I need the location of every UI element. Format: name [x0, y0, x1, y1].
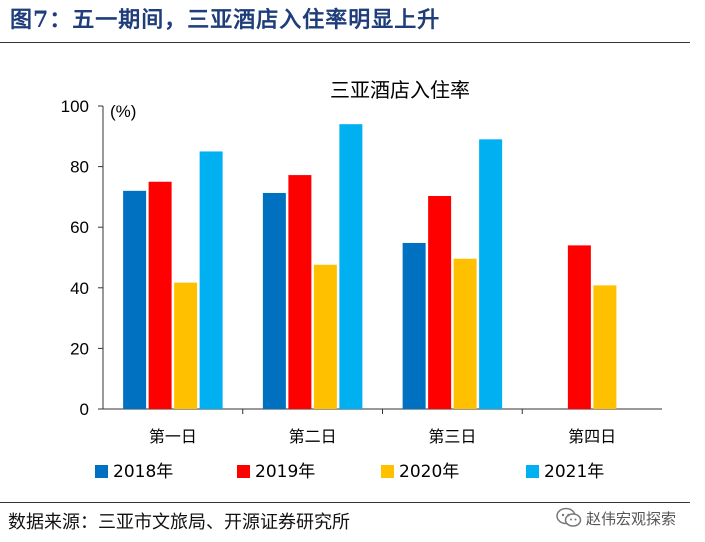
- source-divider: [0, 502, 690, 503]
- bar-chart: 三亚酒店入住率 (%) 0 20 40 60 80 100 第一日 第二日 第三日 第四日 20…: [61, 78, 662, 482]
- bar-2020年-第二日: [313, 264, 337, 409]
- y-tick-label: 100: [61, 97, 89, 116]
- bar-2018年-第二日: [262, 192, 286, 409]
- legend-label: 2021年: [544, 462, 604, 482]
- bar-2020年-第一日: [174, 282, 198, 409]
- y-tick-label: 60: [70, 218, 89, 237]
- legend-label: 2020年: [399, 462, 459, 482]
- y-tick-label: 40: [70, 279, 89, 298]
- watermark-text: 赵伟宏观探索: [586, 509, 677, 528]
- bar-2021年-第二日: [339, 124, 363, 410]
- bar-2021年-第一日: [199, 151, 223, 409]
- title-divider: [0, 42, 690, 43]
- bar-2020年-第三日: [453, 258, 477, 409]
- y-axis-unit: (%): [110, 102, 136, 121]
- y-tick-label: 0: [80, 400, 89, 419]
- watermark: 赵伟宏观探索: [556, 505, 676, 531]
- wechat-icon: [556, 507, 582, 527]
- figure-title: 图7：五一期间，三亚酒店入住率明显上升: [10, 7, 441, 33]
- y-tick-label: 80: [70, 158, 89, 177]
- legend-swatch: [526, 465, 539, 478]
- source-note: 数据来源：三亚市文旅局、开源证券研究所: [8, 512, 350, 533]
- bar-2019年-第三日: [428, 195, 452, 409]
- y-axis-ticks: 0 20 40 60 80 100: [61, 97, 103, 419]
- bar-series: [123, 124, 617, 410]
- x-tick-label: 第三日: [428, 427, 476, 446]
- legend-label: 2019年: [255, 462, 315, 482]
- bar-2018年-第一日: [123, 190, 147, 409]
- bar-2019年-第一日: [148, 181, 172, 409]
- bar-2021年-第三日: [479, 139, 503, 409]
- legend-swatch: [95, 465, 108, 478]
- bar-2019年-第四日: [567, 245, 591, 409]
- legend-swatch: [381, 465, 394, 478]
- legend-swatch: [237, 465, 250, 478]
- legend-label: 2018年: [113, 462, 173, 482]
- x-tick-label: 第二日: [289, 427, 337, 446]
- chart-title: 三亚酒店入住率: [330, 78, 470, 102]
- y-tick-label: 20: [70, 339, 89, 358]
- x-tick-label: 第四日: [568, 427, 616, 446]
- x-axis-labels: 第一日 第二日 第三日 第四日: [149, 409, 616, 446]
- bar-2019年-第二日: [288, 175, 312, 409]
- x-tick-label: 第一日: [149, 427, 197, 446]
- legend: 2018年 2019年 2020年 2021年: [95, 462, 604, 482]
- bar-2018年-第三日: [402, 242, 426, 409]
- bar-2020年-第四日: [593, 285, 617, 409]
